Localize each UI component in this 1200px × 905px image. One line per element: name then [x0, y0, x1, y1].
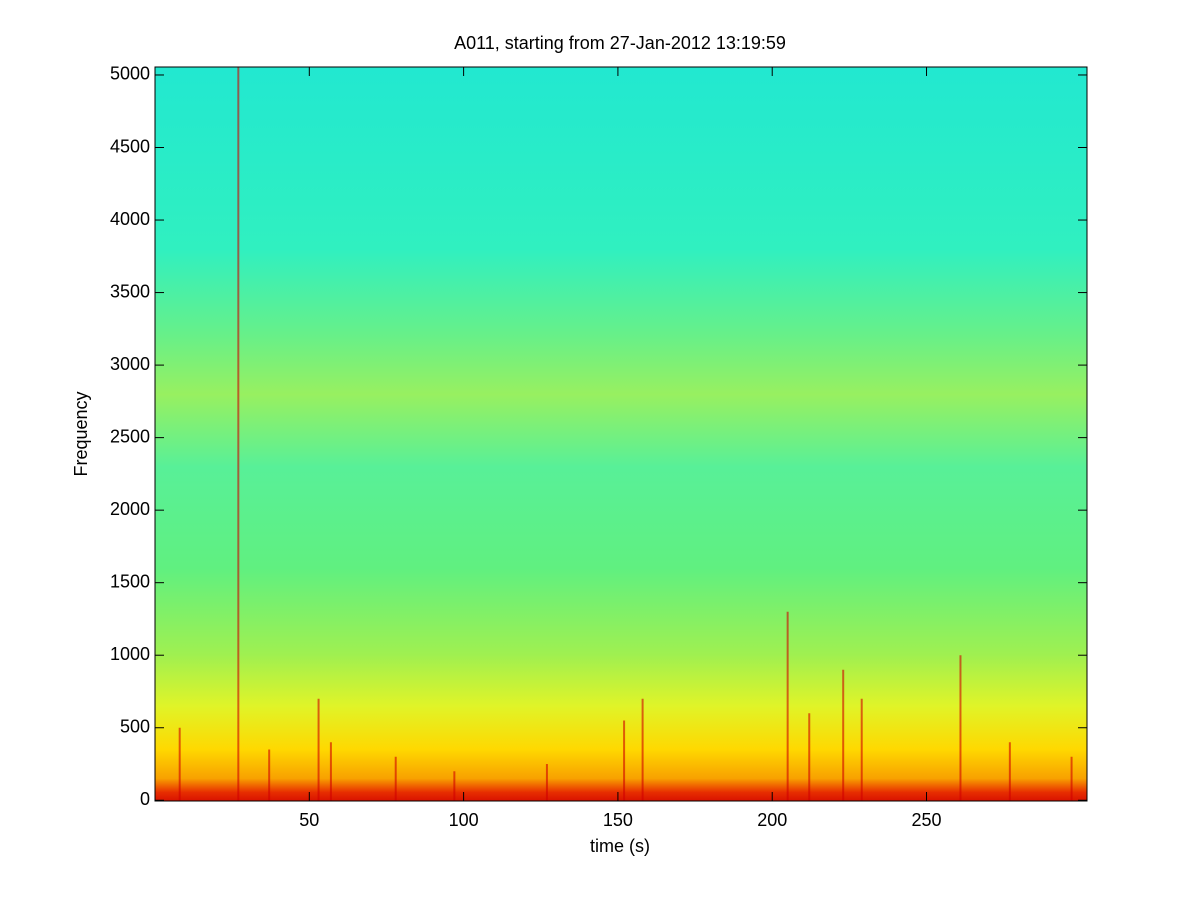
intensity-band [155, 791, 1087, 802]
y-tick-label: 1000 [110, 644, 150, 664]
y-tick-label: 1500 [110, 571, 150, 591]
intensity-band [155, 655, 1087, 707]
intensity-band [155, 749, 1087, 780]
intensity-band [155, 394, 1087, 468]
x-tick-label: 150 [603, 810, 633, 830]
y-tick-label: 4000 [110, 209, 150, 229]
intensity-band [155, 466, 1087, 569]
intensity-band [155, 778, 1087, 793]
y-tick-label: 0 [140, 789, 150, 809]
intensity-band [155, 249, 1087, 337]
y-tick-label: 4500 [110, 136, 150, 156]
y-tick-label: 3500 [110, 281, 150, 301]
intensity-band [155, 705, 1087, 751]
x-tick-label: 250 [911, 810, 941, 830]
x-tick-label: 100 [449, 810, 479, 830]
y-tick-label: 3000 [110, 354, 150, 374]
chart-title: A011, starting from 27-Jan-2012 13:19:59 [454, 33, 786, 53]
x-tick-label: 200 [757, 810, 787, 830]
y-tick-label: 2500 [110, 426, 150, 446]
x-axis-label: time (s) [590, 836, 650, 856]
plot-frame [154, 66, 1088, 802]
y-tick-label: 5000 [110, 64, 150, 84]
x-tick-label: 50 [299, 810, 319, 830]
y-axis-label: Frequency [71, 391, 91, 476]
intensity-band [155, 568, 1087, 656]
intensity-band [155, 67, 1087, 250]
y-tick-label: 500 [120, 716, 150, 736]
intensity-band [155, 336, 1087, 395]
y-tick-label: 2000 [110, 499, 150, 519]
